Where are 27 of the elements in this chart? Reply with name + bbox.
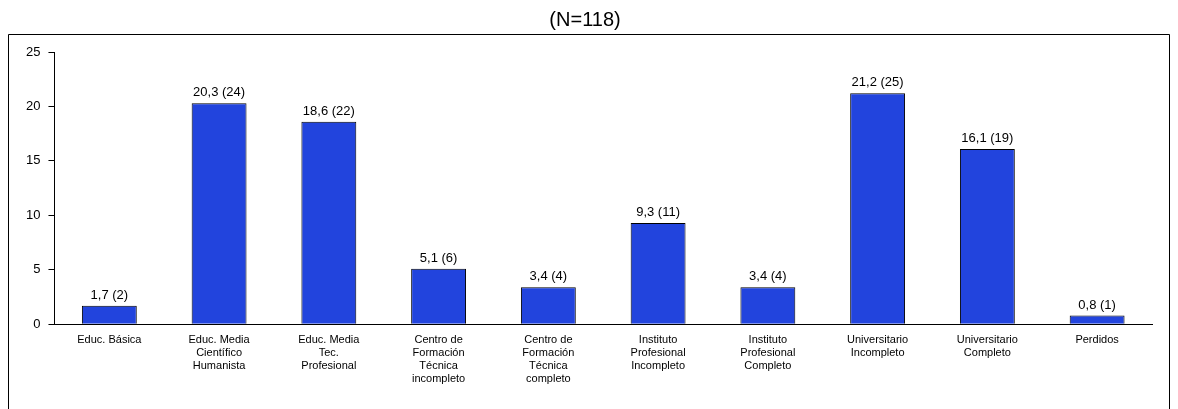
- x-tick-label: Universitario Completo: [956, 332, 1018, 359]
- y-tick-label: 0: [33, 315, 41, 331]
- data-label: 1,7 (2): [90, 286, 129, 302]
- x-tick-label: Centro de Formación Técnica completo: [522, 332, 575, 385]
- y-tick-label: 25: [25, 43, 41, 59]
- x-tick-label: Universitario Incompleto: [847, 332, 909, 359]
- data-label: 9,3 (11): [636, 204, 681, 220]
- x-tick-label: Instituto Profesional Completo: [740, 332, 796, 372]
- data-label: 3,4 (4): [749, 268, 787, 284]
- y-tick-label: 5: [33, 261, 41, 277]
- y-tick-label: 15: [25, 152, 41, 168]
- y-tick-label: 10: [25, 206, 41, 222]
- data-label: 20,3 (24): [193, 84, 246, 100]
- data-label: 0,8 (1): [1078, 296, 1116, 312]
- data-label: 5,1 (6): [419, 249, 458, 265]
- data-label: 18,6 (22): [302, 102, 355, 118]
- x-tick-label: Educ. Básica: [77, 332, 143, 345]
- data-label: 16,1 (19): [961, 129, 1014, 145]
- x-tick-label: Centro de Formación Técnica incompleto: [412, 332, 466, 385]
- x-tick-label: Educ. Media Científico Humanista: [188, 332, 251, 372]
- x-tick-label: Educ. Media Tec. Profesional: [298, 332, 361, 372]
- x-tick-label: Perdidos: [1075, 332, 1120, 345]
- y-tick-label: 20: [25, 98, 41, 114]
- x-tick-label: Instituto Profesional Incompleto: [630, 332, 686, 372]
- data-label: 21,2 (25): [851, 74, 904, 90]
- data-label: 3,4 (4): [529, 268, 568, 284]
- chart-title: (N=118): [549, 7, 621, 30]
